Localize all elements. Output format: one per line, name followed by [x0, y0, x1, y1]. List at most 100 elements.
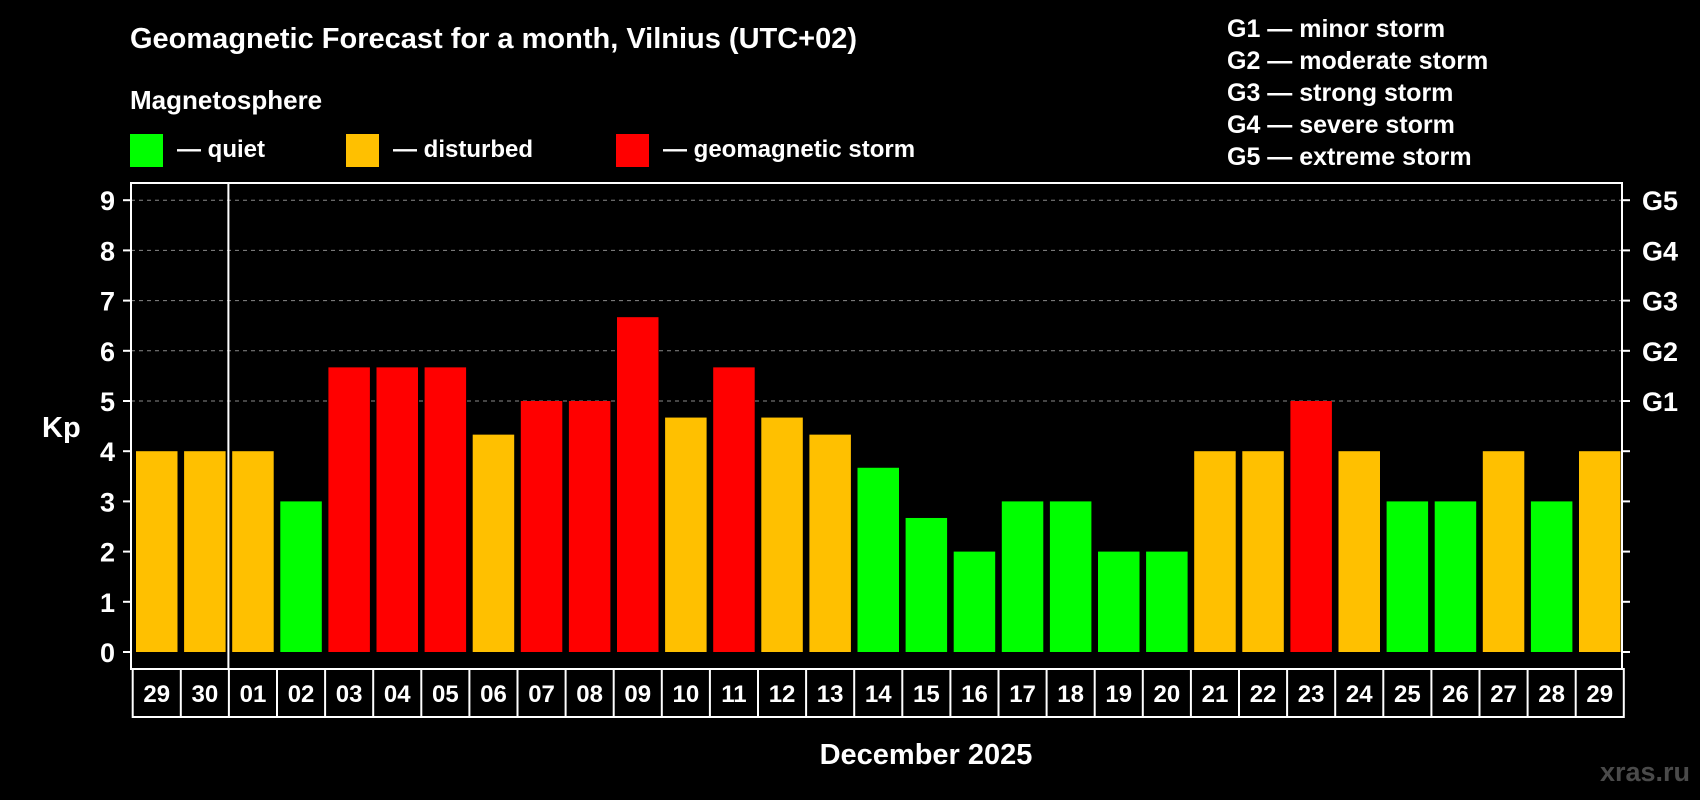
bars [136, 317, 1621, 652]
date-labels: 29 30 01 02 03 04 05 06 07 08 09 10 11 12 13 14 15 16 17 18… [131, 668, 1625, 718]
bar-storm-10 [617, 317, 659, 652]
bar-quiet-18 [1001, 501, 1044, 652]
legend-label-storm: — geomagnetic storm [663, 136, 915, 163]
storm-legend-g3: G3 — strong storm [1227, 79, 1453, 107]
bar-storm-9 [568, 401, 611, 652]
date-label-21: 20 [1153, 681, 1180, 708]
legend-label-disturbed: — disturbed [393, 136, 533, 163]
bar-quiet-3 [280, 501, 322, 652]
date-label-30: 29 [1586, 681, 1613, 708]
date-label-20: 19 [1105, 681, 1132, 708]
date-label-4: 03 [336, 681, 363, 708]
bar-quiet-20 [1098, 551, 1140, 652]
y-tick-label: 0 [100, 638, 115, 668]
date-label-23: 22 [1250, 681, 1277, 708]
date-row-frame [131, 668, 1625, 718]
y-tick-label: 5 [100, 387, 115, 417]
bar-disturbed-7 [472, 434, 515, 652]
bar-quiet-21 [1146, 551, 1188, 652]
date-label-14: 13 [817, 681, 844, 708]
y-ticks: 0 1 2 3 4 5 6 7 8 9 [100, 186, 1630, 668]
y-tick-label: 4 [100, 437, 115, 467]
storm-level-tick-label: G4 [1642, 236, 1678, 266]
date-label-11: 10 [672, 681, 699, 708]
storm-level-tick-label: G3 [1642, 287, 1678, 317]
bar-quiet-27 [1434, 501, 1477, 652]
level-legend: — quiet — disturbed — geomagnetic storm [130, 134, 915, 167]
storm-scale-legend: G1 — minor storm G2 — moderate storm G3 … [1227, 15, 1488, 171]
date-label-26: 25 [1394, 681, 1421, 708]
bar-quiet-15 [857, 467, 899, 652]
y-tick-label: 2 [100, 538, 115, 568]
date-label-29: 28 [1538, 681, 1565, 708]
bar-storm-6 [424, 367, 467, 652]
chart-subtitle: Magnetosphere [130, 85, 322, 115]
date-label-22: 21 [1202, 681, 1229, 708]
date-label-18: 17 [1009, 681, 1036, 708]
bar-quiet-19 [1049, 501, 1092, 652]
y-tick-label: 6 [100, 337, 115, 367]
date-label-17: 16 [961, 681, 988, 708]
legend-swatch-disturbed [346, 134, 379, 167]
bar-disturbed-0 [136, 451, 178, 652]
y-tick-label: 9 [100, 186, 115, 216]
chart-title: Geomagnetic Forecast for a month, Vilniu… [130, 23, 857, 55]
bar-quiet-26 [1386, 501, 1429, 652]
bar-disturbed-25 [1338, 451, 1380, 652]
date-label-5: 04 [384, 681, 411, 708]
storm-level-ticks: G1 G2 G3 G4 G5 [1642, 186, 1678, 417]
watermark: xras.ru [1600, 757, 1690, 787]
date-label-27: 26 [1442, 681, 1469, 708]
date-label-1: 30 [191, 681, 218, 708]
bar-disturbed-14 [809, 434, 851, 652]
bar-storm-5 [376, 367, 418, 652]
date-label-9: 08 [576, 681, 603, 708]
date-label-24: 23 [1298, 681, 1325, 708]
date-label-10: 09 [624, 681, 651, 708]
y-tick-label: 8 [100, 236, 115, 266]
bar-storm-4 [328, 367, 370, 652]
storm-legend-g4: G4 — severe storm [1227, 111, 1455, 139]
bar-disturbed-23 [1242, 451, 1284, 652]
bar-disturbed-28 [1482, 451, 1525, 652]
date-label-28: 27 [1490, 681, 1517, 708]
legend-swatch-quiet [130, 134, 163, 167]
bar-disturbed-22 [1194, 451, 1236, 652]
bar-storm-24 [1290, 401, 1332, 652]
bar-quiet-17 [953, 551, 996, 652]
bar-quiet-16 [905, 517, 948, 652]
date-label-16: 15 [913, 681, 940, 708]
bar-storm-12 [713, 367, 755, 652]
storm-legend-g2: G2 — moderate storm [1227, 47, 1488, 75]
storm-level-tick-label: G1 [1642, 387, 1678, 417]
bar-storm-8 [520, 401, 563, 652]
date-label-25: 24 [1346, 681, 1373, 708]
date-label-2: 01 [240, 681, 267, 708]
storm-level-tick-label: G2 [1642, 337, 1678, 367]
legend-label-quiet: — quiet [177, 136, 265, 163]
bar-quiet-29 [1530, 501, 1573, 652]
date-label-0: 29 [143, 681, 170, 708]
date-label-6: 05 [432, 681, 459, 708]
bar-disturbed-11 [665, 417, 707, 652]
date-label-7: 06 [480, 681, 507, 708]
date-label-3: 02 [288, 681, 315, 708]
date-label-13: 12 [769, 681, 796, 708]
y-tick-label: 3 [100, 487, 115, 517]
storm-legend-g1: G1 — minor storm [1227, 15, 1445, 43]
bar-disturbed-30 [1579, 451, 1621, 652]
bar-disturbed-13 [761, 417, 803, 652]
date-label-15: 14 [865, 681, 892, 708]
storm-legend-g5: G5 — extreme storm [1227, 143, 1472, 171]
x-axis-label: December 2025 [820, 739, 1033, 771]
bar-disturbed-2 [232, 451, 274, 652]
date-label-19: 18 [1057, 681, 1084, 708]
date-label-12: 11 [721, 681, 746, 708]
legend-swatch-storm [616, 134, 649, 167]
y-tick-label: 1 [100, 588, 115, 618]
bar-disturbed-1 [184, 451, 226, 652]
y-tick-label: 7 [100, 287, 115, 317]
y-axis-label: Kp [42, 412, 81, 444]
